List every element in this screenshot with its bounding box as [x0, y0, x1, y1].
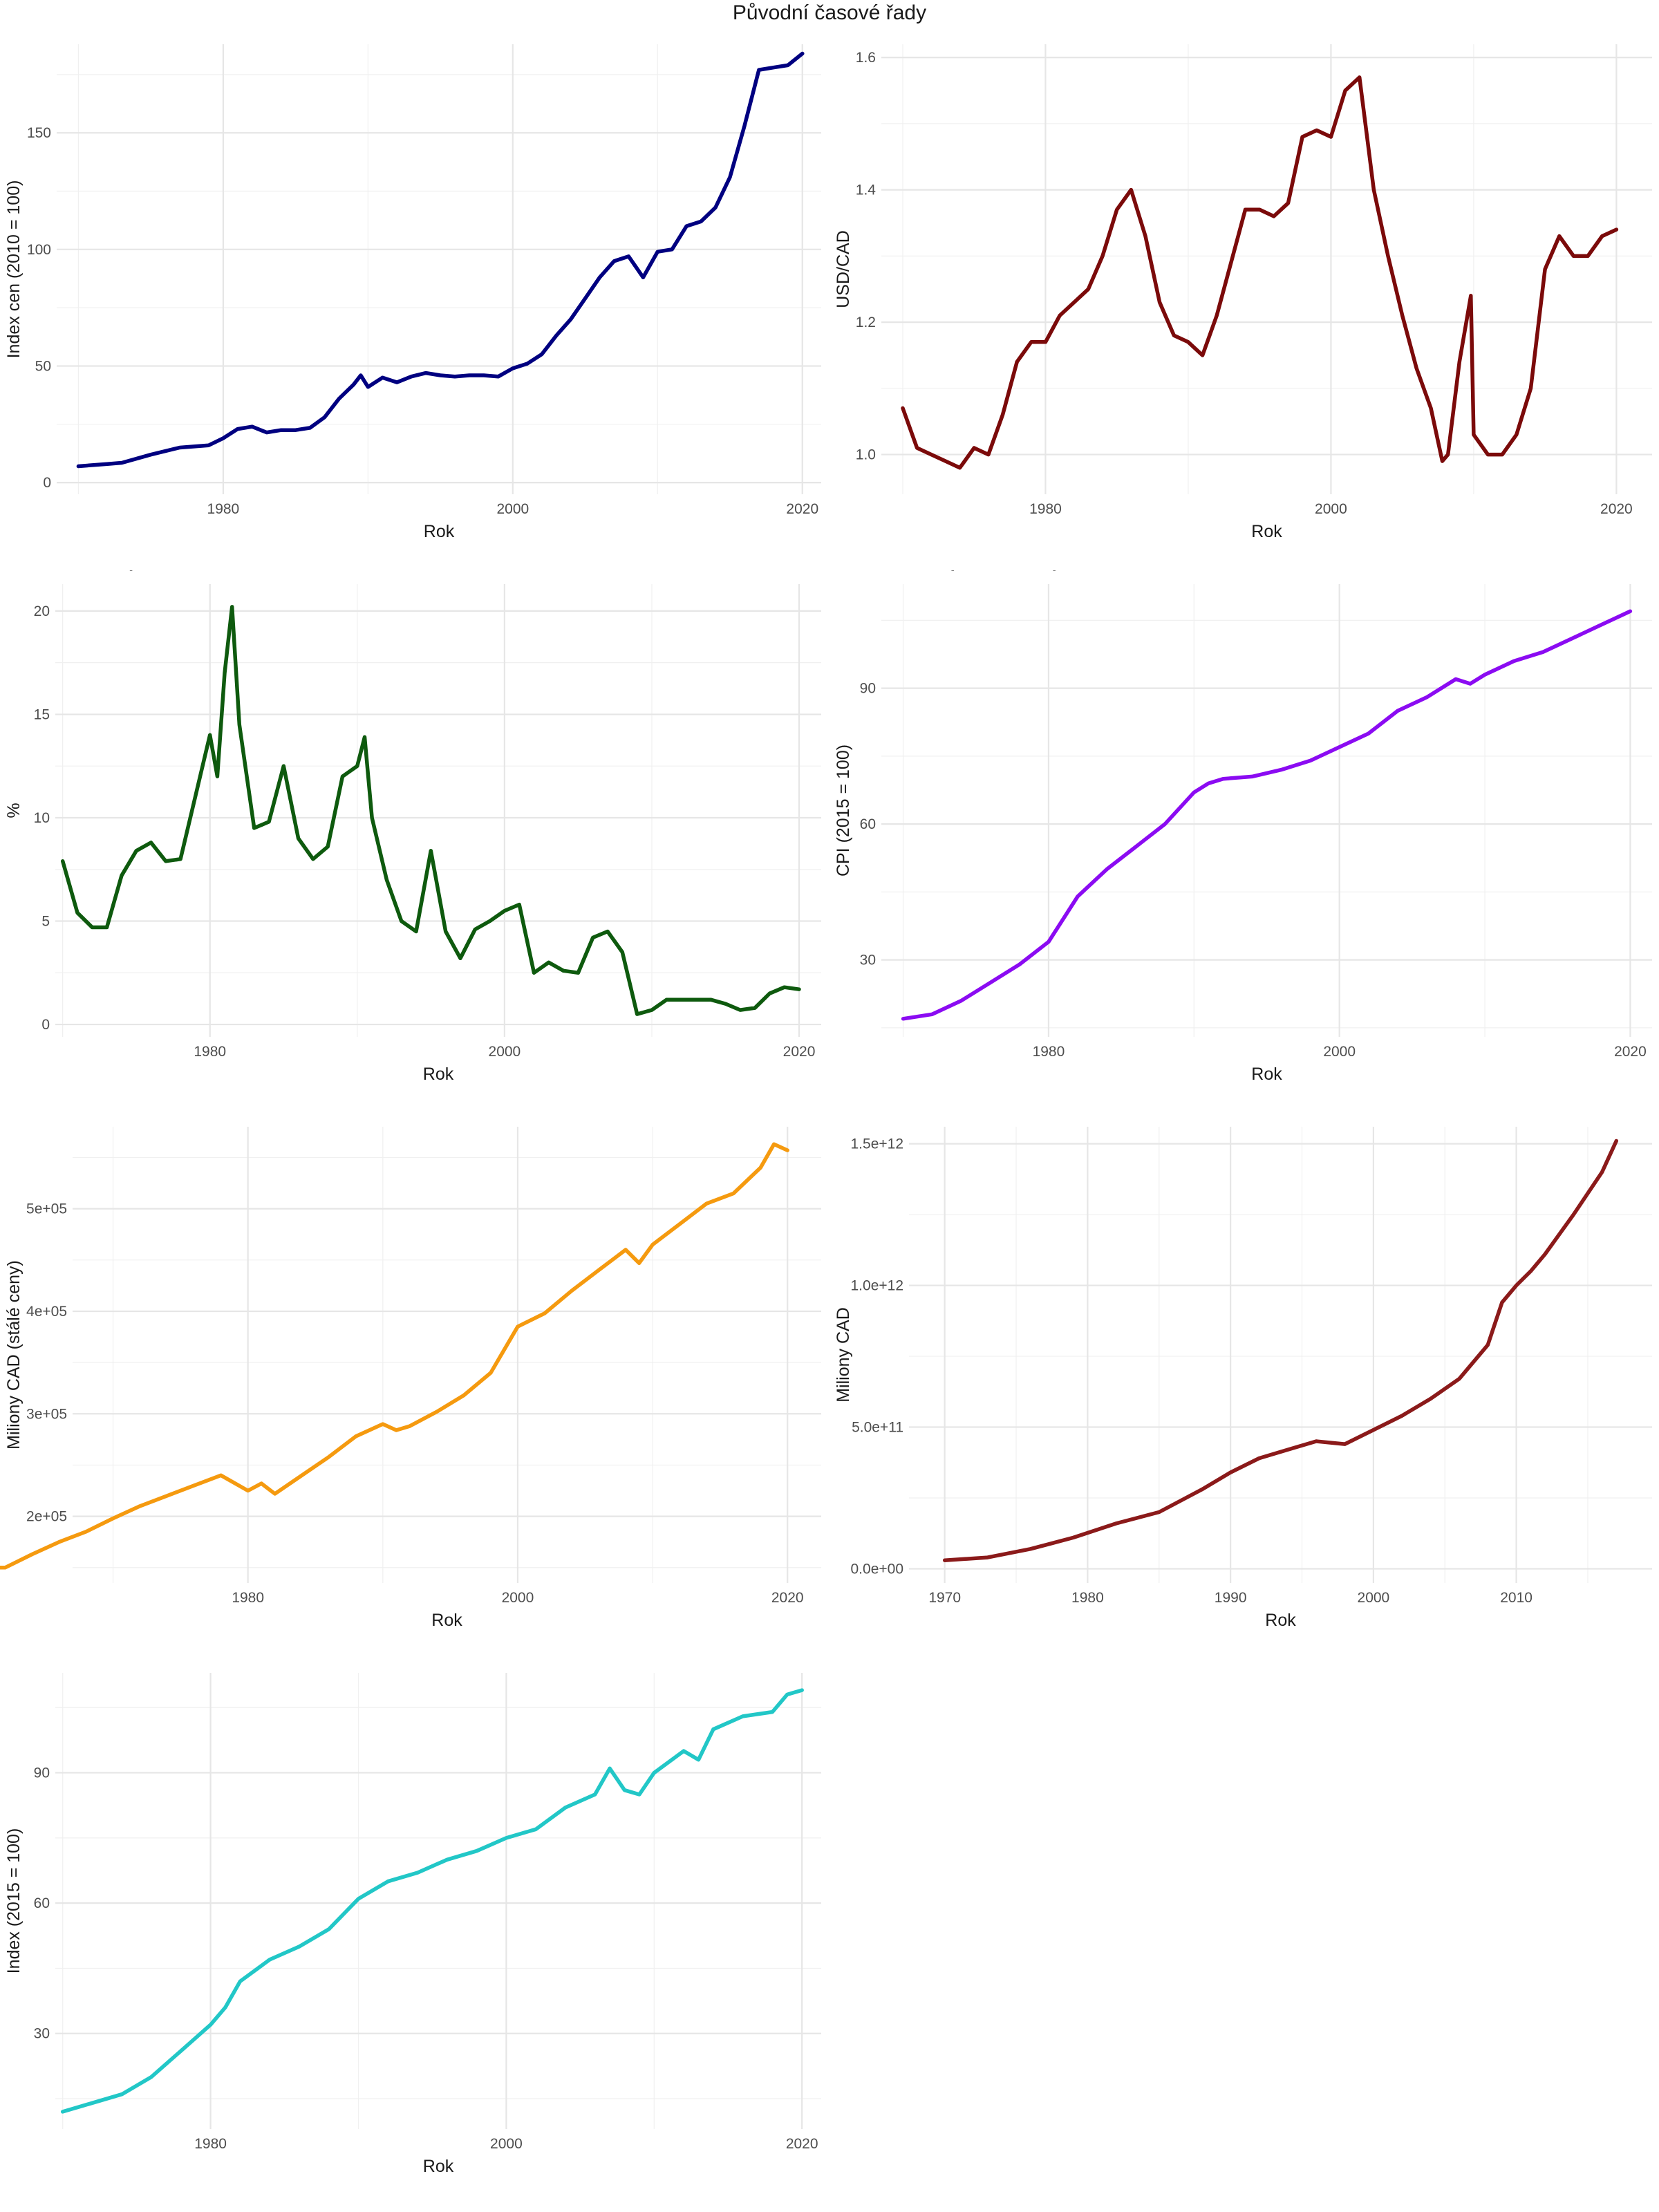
y-tick-label: 1.5e+12	[851, 1136, 904, 1152]
policy_rate-y-axis-label: %	[4, 803, 24, 818]
y-tick-label: 1.0	[856, 447, 876, 463]
y-tick-label: 1.6	[856, 50, 876, 66]
fx-series-line	[901, 75, 1619, 470]
m2-series-line	[942, 1138, 1619, 1562]
policy_rate-series-line	[60, 605, 801, 1016]
policy_rate-gridlines	[55, 584, 821, 1037]
lci-gridlines	[55, 1673, 821, 2129]
y-tick-label: 5e+05	[26, 1201, 67, 1217]
y-tick-label: 3e+05	[26, 1406, 67, 1422]
y-tick-label: 0.0e+00	[851, 1562, 904, 1577]
x-tick-label: 2020	[1614, 1044, 1647, 1060]
m2-y-axis-label: Miliony CAD	[834, 1307, 853, 1403]
y-tick-label: 5.0e+11	[852, 1420, 903, 1436]
m2-gridlines	[909, 1127, 1652, 1583]
y-tick-label: 90	[860, 681, 876, 697]
x-tick-label: 2020	[786, 2136, 818, 2152]
lci-x-axis-label: Rok	[423, 2157, 454, 2176]
cpi-gridlines	[881, 584, 1652, 1037]
cpi-x-axis-label: Rok	[1251, 1065, 1282, 1084]
cpi-y-axis-label: CPI (2015 = 100)	[834, 744, 853, 877]
fx-gridlines	[881, 44, 1652, 494]
policy_rate-title: Měnově politická úroková míra	[57, 570, 320, 571]
x-tick-label: 1980	[194, 2136, 227, 2152]
x-tick-label: 2000	[489, 1044, 521, 1060]
x-tick-label: 2000	[490, 2136, 523, 2152]
y-tick-label: 0	[41, 1017, 50, 1033]
x-tick-label: 1990	[1215, 1590, 1247, 1606]
lci-y-axis-label: Index (2015 = 100)	[4, 1828, 24, 1974]
y-tick-label: 20	[34, 603, 50, 619]
x-tick-label: 1980	[1071, 1590, 1104, 1606]
y-tick-label: 2e+05	[26, 1509, 67, 1525]
chart-panel-cpi: 1980 2000 2020 30 60 90 Index spotřebitelských…	[834, 570, 1652, 1084]
y-tick-label: 1.4	[856, 182, 877, 198]
x-tick-label: 2020	[783, 1044, 816, 1060]
housing-series-line	[76, 51, 805, 469]
figure-title: Původní časové řady	[732, 1, 927, 24]
x-tick-label: 2000	[1323, 1044, 1356, 1060]
y-tick-label: 150	[27, 125, 51, 141]
cpi-title: Index spotřebitelských cen	[888, 570, 1119, 571]
y-tick-label: 4e+05	[26, 1304, 67, 1320]
cpi-series-line	[901, 609, 1633, 1021]
y-tick-label: 50	[35, 358, 51, 374]
x-tick-label: 2000	[496, 501, 529, 517]
y-tick-label: 60	[34, 1895, 50, 1911]
y-tick-label: 10	[34, 810, 50, 826]
gdp-y-axis-label: Miliony CAD (stálé ceny)	[4, 1260, 24, 1450]
y-tick-label: 60	[860, 816, 876, 832]
chart-panel-housing: 198020002020050100150Ceny bydleníRokInde…	[4, 44, 821, 541]
fx-y-axis-label: USD/CAD	[834, 230, 853, 308]
x-tick-label: 2020	[771, 1590, 804, 1606]
y-tick-label: 1.2	[856, 315, 876, 330]
y-tick-label: 100	[27, 242, 51, 258]
x-tick-label: 1980	[1029, 501, 1062, 517]
lci-series-line	[60, 1688, 804, 2114]
gdp-series-line	[0, 1142, 789, 1570]
y-tick-label: 5	[41, 914, 50, 930]
housing-x-axis-label: Rok	[424, 522, 455, 541]
m2-x-axis-label: Rok	[1265, 1611, 1296, 1630]
y-tick-label: 30	[860, 953, 876, 968]
chart-panel-labour-cost: 198020002020306090Index ceny práceRokInd…	[4, 1673, 821, 2176]
x-tick-label: 1980	[1033, 1044, 1065, 1060]
housing-y-axis-label: Index cen (2010 = 100)	[4, 180, 24, 359]
y-tick-label: 1.0e+12	[851, 1278, 904, 1294]
chart-panel-m2: 1970 1980 1990 2000 2010 0.0e+00 5.0e+11 1.0e+1…	[834, 1127, 1652, 1630]
x-tick-label: 2000	[502, 1590, 534, 1606]
y-tick-label: 90	[34, 1765, 50, 1781]
housing-gridlines	[57, 44, 821, 494]
fx-x-axis-label: Rok	[1251, 522, 1282, 541]
chart-panel-policy-rate: 1980 2000 2020 0 5 10 15 20 Měnově politická úro…	[4, 570, 821, 1084]
y-tick-label: 30	[34, 2026, 50, 2042]
x-tick-label: 2020	[786, 501, 818, 517]
x-tick-label: 1970	[928, 1590, 961, 1606]
policy_rate-x-axis-label: Rok	[423, 1065, 454, 1084]
x-tick-label: 1980	[232, 1590, 264, 1606]
x-tick-label: 2000	[1315, 501, 1347, 517]
x-tick-label: 2000	[1358, 1590, 1390, 1606]
x-tick-label: 2020	[1600, 501, 1633, 517]
x-tick-label: 1980	[207, 501, 240, 517]
gdp-x-axis-label: Rok	[431, 1611, 462, 1630]
gdp-gridlines	[73, 1127, 821, 1583]
y-tick-label: 0	[43, 475, 51, 491]
x-tick-label: 2010	[1500, 1590, 1533, 1606]
x-tick-label: 1980	[194, 1044, 226, 1060]
y-tick-label: 15	[34, 706, 50, 722]
